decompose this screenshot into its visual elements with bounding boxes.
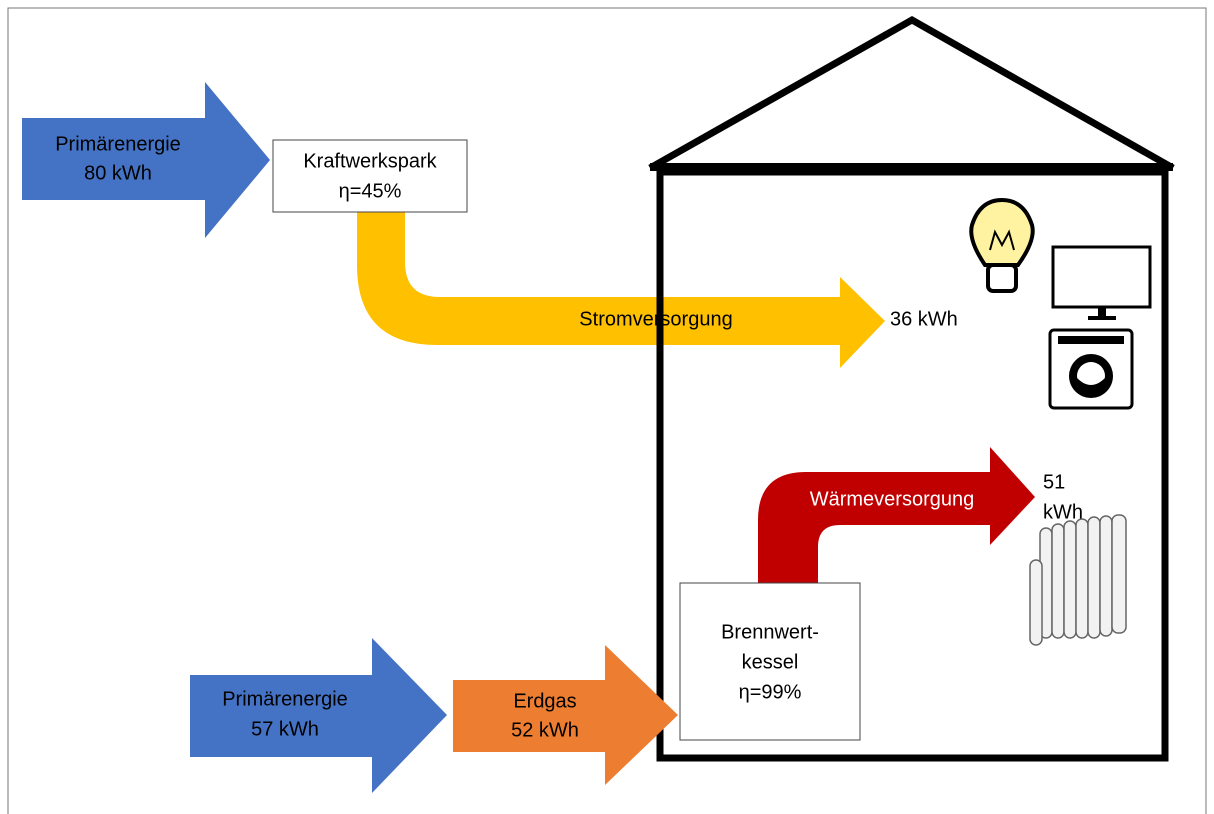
house-walls: [656, 168, 1169, 762]
bulb-icon: [969, 197, 1035, 293]
primary-gas-value: 57 kWh: [251, 718, 319, 740]
electricity-label: Stromversorgung: [579, 308, 732, 330]
electricity-arrow: [357, 212, 885, 368]
primary-power-value: 80 kWh: [84, 162, 152, 184]
boiler-box: [679, 582, 861, 741]
boiler-label-2: kessel: [742, 651, 799, 673]
power-plant-box: [272, 139, 468, 213]
washer-icon: [1048, 328, 1134, 410]
heat-label: Wärmeversorgung: [810, 488, 975, 510]
gas-value: 52 kWh: [511, 719, 579, 741]
electricity-output: 36 kWh: [890, 308, 958, 330]
primary-power-label: Primärenergie: [55, 133, 181, 155]
boiler-efficiency: η=99%: [739, 681, 802, 703]
heat-arrow: [758, 447, 1035, 583]
gas-label: Erdgas: [513, 690, 576, 712]
tv-icon: [1051, 245, 1152, 320]
heat-output-unit: kWh: [1043, 501, 1083, 523]
house-roof: [648, 15, 1175, 172]
primary-power-arrow: [22, 82, 270, 238]
boiler-label-1: Brennwert-: [721, 621, 819, 643]
power-plant-efficiency: η=45%: [339, 180, 402, 202]
radiator-icon: [1029, 514, 1127, 646]
heat-output-value: 51: [1043, 471, 1065, 493]
primary-gas-arrow: [190, 638, 447, 793]
power-plant-label: Kraftwerkspark: [303, 150, 437, 172]
primary-gas-label: Primärenergie: [222, 688, 348, 710]
gas-arrow: [453, 645, 678, 785]
